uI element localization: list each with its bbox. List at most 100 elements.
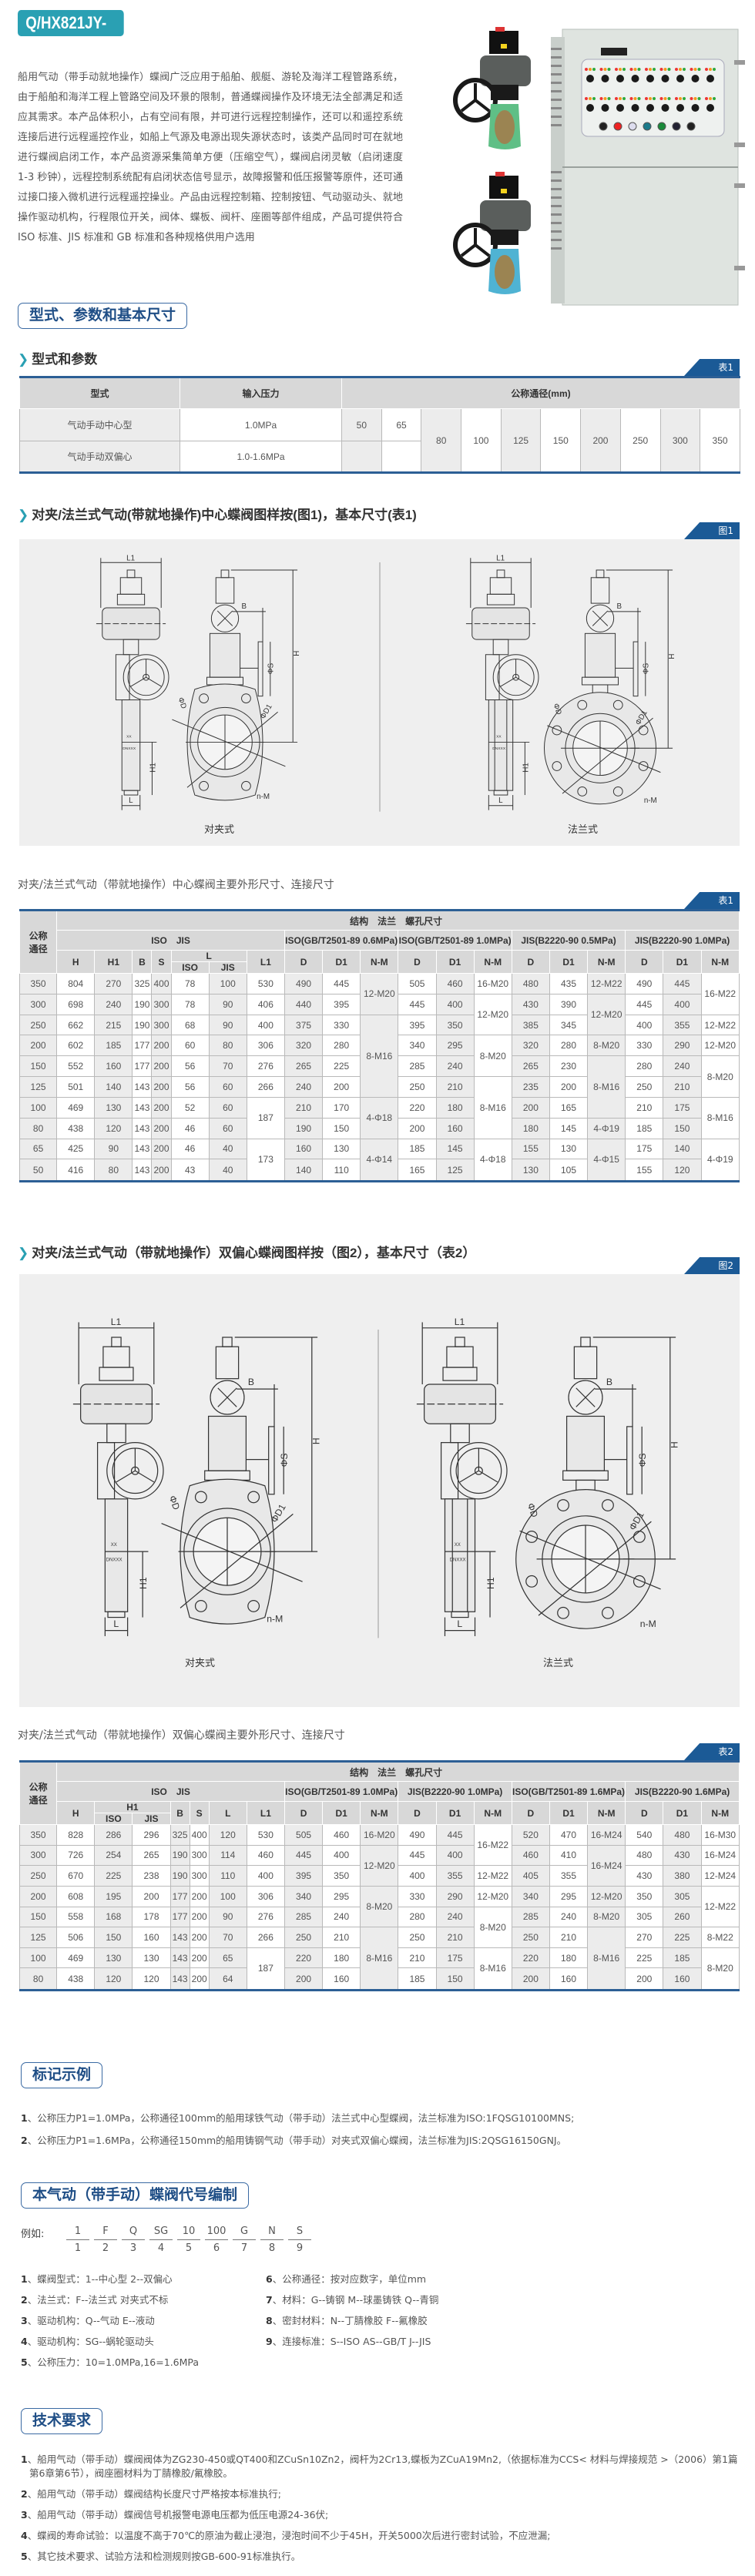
tech-item: 1、船用气动（带手动）蝶阀阀体为ZG230-450或QT400和ZCuSn10Z…	[21, 2453, 741, 2480]
valve-body-side	[488, 699, 514, 791]
header-col: D1	[663, 950, 702, 974]
header-col: D	[284, 1801, 324, 1825]
table-cell: 330	[322, 1014, 361, 1036]
table-cell: 8-M16	[473, 1947, 512, 1991]
table-cell: 143	[132, 1096, 153, 1119]
fig2-panel: L1 XX DNXXX H1 L H B ΦS ΦD ΦD1 n-M L1 XX DNXXX H1 L H B ΦS…	[19, 1274, 740, 1707]
table-cell: 60	[208, 1076, 247, 1098]
item-number: 4	[21, 2336, 28, 2347]
cable-gland	[551, 124, 562, 126]
header-subcol: ISO	[170, 961, 210, 974]
table1-tab: 表1	[684, 892, 740, 909]
table-cell: 200	[284, 1967, 324, 1991]
product-photo	[453, 27, 745, 306]
dn-cell: 300	[659, 408, 701, 473]
table-cell: 160	[663, 1967, 702, 1991]
header-subcol: ISO	[94, 1813, 133, 1825]
dim-d1	[562, 717, 653, 794]
table1: 公称通径 结构 法兰 螺孔尺寸 ISO JIS ISO(GB/T2501-89 0.6…	[18, 909, 740, 1182]
table-cell: 43	[170, 1159, 210, 1182]
table-cell: 46	[170, 1117, 210, 1139]
label-h: H	[669, 1441, 680, 1448]
item-text: 、船用气动（带手动）蝶阀信号机报警电源电压都为低压电源24-36伏;	[27, 2509, 329, 2521]
code-index: 1	[74, 2242, 82, 2254]
table-cell: 165	[549, 1096, 589, 1119]
table-cell: 100	[18, 1096, 58, 1119]
table-cell: 12-M22	[700, 1014, 740, 1036]
table-cell: 16-M30	[700, 1824, 740, 1846]
handwheel-spokes	[130, 659, 162, 687]
fig1-caption-wafer: 对夹式	[204, 824, 235, 836]
table-cell: 12-M24	[700, 1865, 740, 1887]
table-cell: 8-M16	[473, 1076, 512, 1139]
table-cell: 210	[398, 1947, 437, 1969]
fig1-caption-flange: 法兰式	[568, 824, 599, 836]
header-col: S	[151, 950, 172, 974]
table-cell: 16-M22	[700, 973, 740, 1015]
header-col: N-M	[473, 950, 512, 974]
header-group: JIS(B2220-90 1.6MPa)	[625, 1781, 740, 1802]
table-cell: 325	[132, 973, 153, 995]
indicator-light	[649, 68, 652, 71]
table-cell: 187	[246, 1947, 285, 1991]
bolt-hole	[199, 693, 209, 703]
header-col: N-M	[473, 1801, 512, 1825]
positioner-cap	[220, 569, 230, 579]
table-cell: 8-M20	[473, 1035, 512, 1078]
valve-green-handwheel	[453, 78, 498, 122]
push-button	[686, 122, 696, 131]
item-text: 、公称压力P1=1.0MPa，公称通径100mm的船用球铁气动（带手动）法兰式中…	[27, 2112, 575, 2124]
table-cell: 400	[663, 993, 702, 1015]
table-cell: 68	[170, 1014, 210, 1036]
indicator-light	[697, 97, 701, 100]
table-cell: 100	[18, 1947, 58, 1969]
table-cell: 125	[18, 1076, 58, 1098]
control-knob	[661, 75, 669, 82]
bolt-hole	[577, 787, 588, 797]
table-cell: 270	[94, 973, 133, 995]
label-d1: ΦD1	[259, 703, 274, 720]
push-button	[672, 122, 681, 131]
positioner-cap	[455, 1337, 465, 1347]
cable-gland	[551, 73, 562, 75]
cable-gland	[551, 48, 562, 50]
item-text: 、船用气动（带手动）蝶阀结构长度尺寸严格按本标准执行;	[27, 2488, 281, 2500]
table-cell: 200	[151, 1117, 172, 1139]
table-cell: 143	[132, 1159, 153, 1182]
table-cell: 175	[435, 1947, 475, 1969]
table-cell: 8-M16	[587, 1927, 626, 1991]
table-cell: 185	[398, 1138, 437, 1160]
positioner	[215, 1346, 240, 1380]
label-h: H	[293, 651, 301, 656]
handwheel-edge	[257, 641, 263, 697]
table-cell: 505	[398, 973, 437, 995]
example-label: 例如:	[21, 2229, 45, 2240]
coding-item: 2、法兰式：F--法兰式 对夹式不标	[21, 2289, 199, 2310]
control-knob	[586, 75, 594, 82]
item-text: 、密封材料：N--丁腈橡胶 F--氟橡胶	[272, 2315, 428, 2326]
indicator-light	[690, 68, 693, 71]
table-cell: 240	[663, 1055, 702, 1078]
positioner	[102, 1346, 130, 1368]
table-cell: 12-M20	[587, 1885, 626, 1907]
control-knob	[661, 104, 669, 112]
label-l1: L1	[496, 554, 505, 562]
table-cell: 8-M16	[700, 1096, 740, 1139]
indicator-light	[705, 68, 708, 71]
table-cell: 143	[132, 1138, 153, 1160]
table-cell: 305	[663, 1885, 702, 1907]
table-cell: 200	[151, 1035, 172, 1057]
table-cell: 225	[625, 1947, 664, 1969]
label-nm: n-M	[644, 797, 657, 805]
item-number: 4	[21, 2530, 28, 2541]
indicator-light	[589, 68, 592, 71]
cable-gland	[551, 230, 562, 233]
label-h1: H1	[522, 763, 530, 773]
header-col: D	[398, 950, 437, 974]
table-cell: 445	[625, 993, 664, 1015]
table-cell: 480	[663, 1824, 702, 1846]
intro-paragraph: 船用气动（带手动就地操作）蝶阀广泛应用于船舶、舰艇、游轮及海洋工程管路系统，由于…	[18, 72, 403, 243]
table-cell: 16-M24	[700, 1844, 740, 1867]
table-cell: 80	[18, 1967, 58, 1991]
